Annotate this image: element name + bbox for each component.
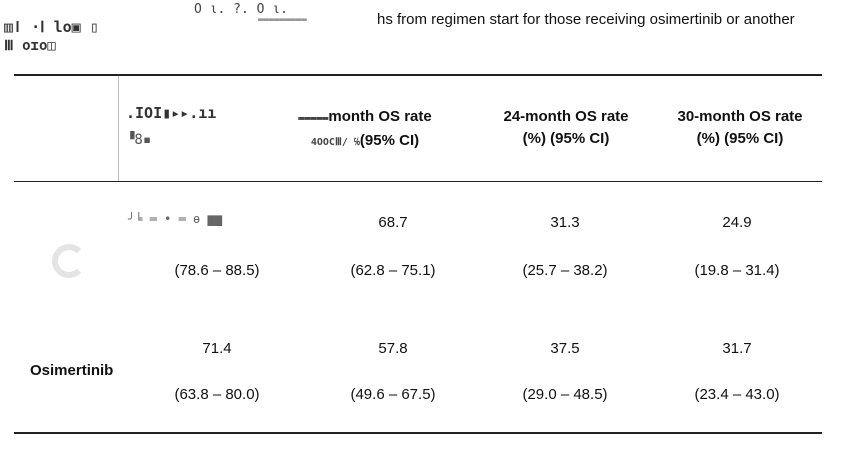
col2-header-sub: (95% CI) <box>359 132 420 149</box>
obscured-caption-prefix: O ι. ?. O ι. <box>194 2 288 17</box>
row1-col4-value: 24.9 <box>722 214 752 231</box>
col4-header-title: 30-month OS rate <box>677 108 803 125</box>
row1-col2-ci: (62.8 – 75.1) <box>350 262 436 279</box>
obscured-header-text-2: Ⅲ oɪo◫ <box>4 38 56 54</box>
row2-col2-value: 57.8 <box>378 340 408 357</box>
row2-col3-value: 37.5 <box>550 340 580 357</box>
col3-header: 24-month OS rate (%) (95% CI) <box>486 106 646 150</box>
bottom-rule <box>14 432 822 434</box>
obscured-caption-prefix-2: ▬▬▬▬▬▬▬▬▬ <box>258 15 307 25</box>
col3-header-title: 24-month OS rate <box>503 108 629 125</box>
column-divider <box>118 76 119 182</box>
row2-col4-value: 31.7 <box>722 340 752 357</box>
header-rule <box>14 181 822 182</box>
col2-header: ▬▬▬▬▬month OS rate 4OOCⅢ/ ℅(95% CI) <box>262 106 468 154</box>
table-caption: hs from regimen start for those receivin… <box>377 11 795 28</box>
row2-col4-ci: (23.4 – 43.0) <box>694 386 780 403</box>
row1-col2-value: 68.7 <box>378 214 408 231</box>
col3-header-sub: (%) (95% CI) <box>522 130 610 147</box>
row2-col2-ci: (49.6 – 67.5) <box>350 386 436 403</box>
row2-col3-ci: (29.0 – 48.5) <box>522 386 608 403</box>
obscured-col1-header-2: ▝8▪ <box>126 132 152 148</box>
obscured-row1-label: ╯╘ ═ • ═ ɵ ▆▆ <box>128 212 222 226</box>
obscured-header-text: ▥ǀ ·Ⅰ lo▣ ▯ <box>4 18 99 36</box>
row2-label: Osimertinib <box>30 362 114 379</box>
top-rule <box>14 74 822 76</box>
ring-artifact-icon <box>52 244 86 278</box>
col4-header: 30-month OS rate (%) (95% CI) <box>660 106 820 150</box>
row2-col1-ci: (63.8 – 80.0) <box>174 386 260 403</box>
row1-col3-value: 31.3 <box>550 214 580 231</box>
obscured-col2-prefix: ▬▬▬▬▬ <box>298 113 329 124</box>
row1-col1-ci: (78.6 – 88.5) <box>174 262 260 279</box>
col4-header-sub: (%) (95% CI) <box>696 130 784 147</box>
col2-header-title: month OS rate <box>328 108 432 125</box>
obscured-col2-sub-prefix: 4OOCⅢ/ ℅ <box>310 137 360 148</box>
row1-col4-ci: (19.8 – 31.4) <box>694 262 780 279</box>
row2-col1-value: 71.4 <box>202 340 232 357</box>
row1-col3-ci: (25.7 – 38.2) <box>522 262 608 279</box>
obscured-col1-header: .IOI▮▸▸.ıı <box>126 104 217 122</box>
